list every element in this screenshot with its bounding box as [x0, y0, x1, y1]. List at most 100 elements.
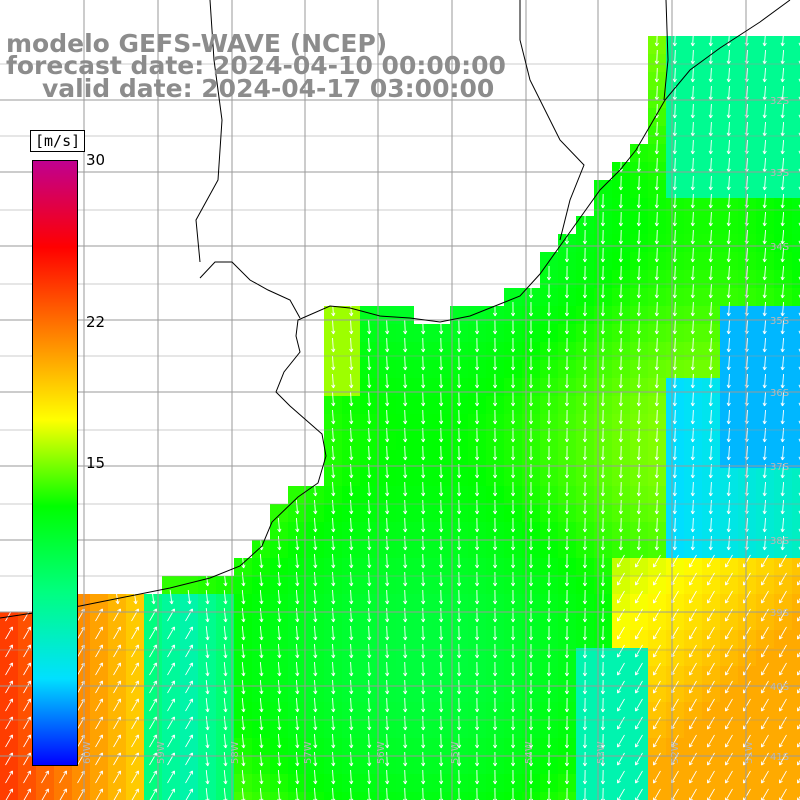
wind-arrow [582, 679, 588, 695]
wind-arrow [528, 517, 534, 533]
wind-cell [684, 774, 702, 792]
wind-arrow [672, 157, 677, 173]
wind-arrow [113, 680, 121, 694]
wind-cell [792, 612, 800, 630]
wind-arrow [113, 770, 121, 784]
wind-arrow [672, 301, 677, 317]
wind-cell [792, 630, 800, 648]
wind-arrow [41, 770, 49, 784]
wind-cell [126, 684, 144, 702]
wind-arrow [528, 697, 534, 713]
wind-arrow [636, 427, 641, 443]
wind-arrow [780, 445, 785, 461]
wind-arrow [564, 625, 570, 641]
wind-arrow [528, 283, 534, 299]
wind-arrow [367, 409, 372, 425]
wind-arrow [475, 319, 480, 335]
wind-cell [18, 702, 36, 720]
wind-arrow [95, 788, 103, 800]
wind-arrow [600, 229, 605, 245]
wind-arrow [367, 643, 372, 659]
wind-cell [126, 666, 144, 684]
wind-arrow [762, 85, 767, 101]
wind-arrow [761, 752, 769, 766]
wind-cell [792, 126, 800, 144]
wind-arrow [761, 680, 769, 694]
wind-cell [756, 756, 774, 774]
wind-arrow [726, 265, 731, 281]
wind-cell [90, 684, 108, 702]
wind-arrow [600, 571, 605, 587]
wind-arrow [185, 680, 193, 694]
wind-arrow [367, 517, 372, 533]
wind-arrow [761, 716, 769, 730]
wind-arrow [367, 427, 372, 443]
longitude-label: 56W [376, 741, 387, 764]
wind-arrow [403, 445, 408, 461]
latitude-label: 39S [770, 608, 789, 619]
wind-arrow [313, 697, 318, 713]
wind-cell [702, 666, 720, 684]
wind-arrow [528, 715, 534, 731]
wind-arrow [600, 193, 605, 209]
wind-arrow [672, 319, 677, 335]
wind-arrow [475, 751, 480, 767]
wind-arrow [439, 661, 444, 677]
wind-cell [630, 684, 648, 702]
wind-arrow [492, 373, 498, 389]
latitude-label: 41S [770, 752, 789, 763]
wind-arrow [241, 625, 246, 641]
wind-arrow [421, 427, 426, 443]
wind-cell [612, 558, 630, 576]
wind-arrow [600, 769, 605, 785]
wind-arrow [475, 553, 480, 569]
wind-arrow [725, 626, 733, 640]
wind-arrow [528, 535, 534, 551]
wind-arrow [726, 247, 731, 263]
wind-cell [720, 576, 738, 594]
wind-arrow [295, 697, 300, 713]
wind-arrow [367, 625, 372, 641]
wind-arrow [349, 373, 354, 389]
wind-arrow [331, 355, 336, 371]
wind-arrow [654, 535, 659, 551]
wind-arrow [635, 662, 643, 676]
wind-cell [180, 720, 198, 738]
wind-arrow [313, 607, 318, 623]
wind-arrow [331, 391, 336, 407]
wind-arrow [277, 643, 282, 659]
wind-arrow [654, 247, 659, 263]
wind-cell [0, 756, 18, 774]
wind-cell [126, 612, 144, 630]
wind-cell [288, 486, 306, 504]
wind-cell [720, 756, 738, 774]
wind-arrow [492, 427, 498, 443]
wind-arrow [167, 626, 175, 640]
wind-arrow [223, 607, 228, 623]
wind-arrow [762, 283, 767, 299]
wind-arrow [600, 301, 605, 317]
wind-cell [90, 648, 108, 666]
wind-cell [72, 774, 90, 792]
wind-arrow [241, 697, 246, 713]
wind-arrow [635, 734, 643, 748]
border-line [663, 0, 669, 101]
wind-arrow [689, 554, 697, 568]
wind-cell [162, 612, 180, 630]
wind-arrow [421, 337, 426, 353]
wind-arrow [546, 697, 552, 713]
wind-arrow [780, 481, 785, 497]
wind-arrow [780, 157, 785, 173]
wind-arrow [367, 319, 372, 335]
wind-arrow [672, 175, 677, 191]
wind-arrow [259, 697, 264, 713]
wind-arrow [475, 355, 480, 371]
wind-arrow [653, 626, 661, 640]
wind-arrow [367, 481, 372, 497]
wind-arrow [690, 319, 695, 335]
wind-cell [630, 648, 648, 666]
wind-arrow [349, 535, 354, 551]
wind-arrow [331, 301, 336, 317]
wind-arrow [600, 337, 605, 353]
wind-cell [180, 612, 198, 630]
